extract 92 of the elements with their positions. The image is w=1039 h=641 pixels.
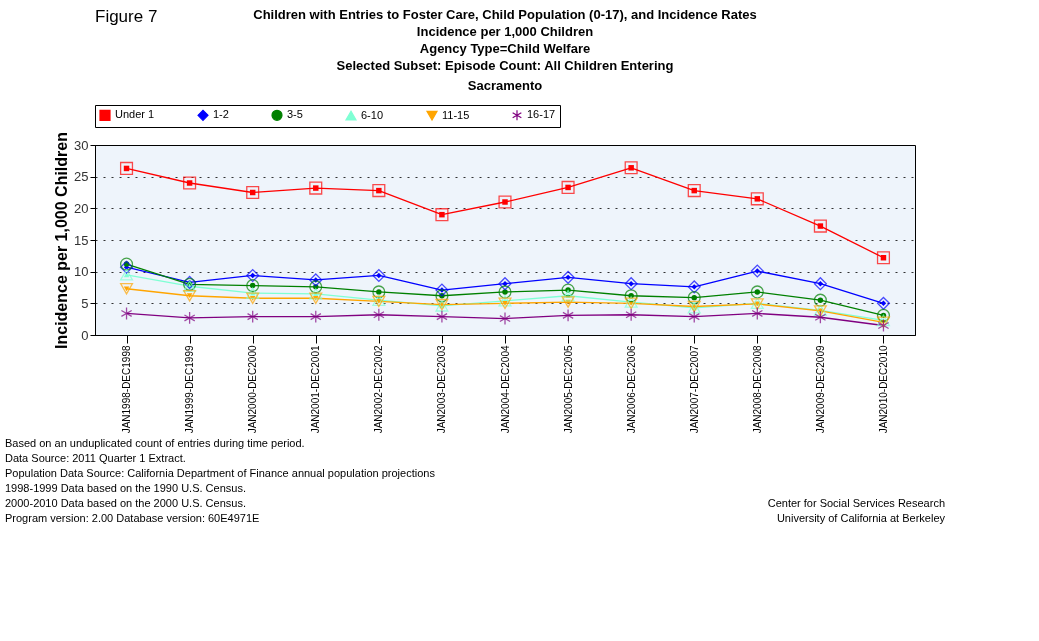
- x-tick-label: JAN2004-DEC2004: [499, 345, 511, 434]
- text: 1998-1999 Data based on the 1990 U.S. Census.: [5, 482, 246, 494]
- point: [750, 285, 764, 299]
- y-tick-label: 25: [74, 169, 89, 185]
- point: [877, 318, 890, 333]
- point: [372, 184, 386, 198]
- y-tick-label: 30: [74, 137, 89, 153]
- point: [813, 293, 827, 307]
- point: [498, 195, 512, 209]
- point: [814, 310, 827, 324]
- x-tick-label: JAN1998-DEC1998: [121, 345, 133, 434]
- point: [309, 181, 323, 195]
- caption: Figure 7: [95, 7, 158, 26]
- point: [309, 288, 323, 300]
- point: [246, 268, 260, 283]
- point: [813, 219, 827, 233]
- y-tick-label: 10: [74, 264, 89, 280]
- point: [561, 283, 575, 297]
- point: [624, 161, 638, 175]
- point: [309, 310, 322, 324]
- text: Based on an unduplicated count of entries during time period.: [5, 437, 305, 449]
- x-tick-label: JAN2003-DEC2003: [436, 345, 448, 434]
- y-axis-title: Incidence per 1,000 Children: [53, 132, 71, 349]
- point: [372, 285, 386, 299]
- legend-label: Under 1: [115, 108, 155, 121]
- point: [373, 308, 385, 322]
- point: [183, 311, 196, 325]
- point: [435, 289, 449, 303]
- point: [813, 277, 827, 291]
- point: [498, 277, 512, 291]
- point: [309, 280, 323, 294]
- point: [246, 292, 260, 305]
- point: [624, 277, 638, 291]
- text: University of California at Berkeley: [776, 512, 946, 524]
- point: [183, 176, 197, 190]
- point: [309, 292, 323, 305]
- legend-label: 11-15: [442, 108, 470, 121]
- point: [372, 268, 386, 283]
- chart-title: Children with Entries to Foster Care, Child Population (0-17), and Incidence Rates Incidence per 1,000 Children Agency Type=Child Welfare Selected Subset: Episode Count: All Children Entering: [253, 7, 757, 73]
- x-tick-label: JAN2006-DEC2006: [625, 345, 637, 434]
- x-tick-label: JAN2010-DEC2010: [877, 345, 889, 434]
- point: [687, 280, 701, 294]
- x-tick-label: JAN2007-DEC2007: [688, 345, 700, 434]
- point: [120, 306, 133, 321]
- point: [499, 311, 511, 326]
- point: [246, 279, 260, 293]
- text: Program version: 2.00 Database version: 60E4971E: [5, 512, 260, 524]
- point: [435, 208, 449, 222]
- point: [750, 192, 764, 206]
- point: [246, 287, 260, 299]
- point: [561, 180, 575, 194]
- legend-label: 6-10: [361, 108, 384, 121]
- point: [246, 185, 260, 200]
- y-tick-label: 20: [74, 200, 89, 216]
- text: Population Data Source: California Department of Finance annual population projections: [5, 467, 436, 479]
- y-tick-label: 0: [81, 327, 89, 343]
- point: [498, 285, 512, 299]
- point: [876, 251, 891, 265]
- point: [183, 289, 197, 302]
- point: [751, 306, 764, 321]
- x-tick-label: JAN2005-DEC2005: [562, 345, 574, 434]
- point: [309, 273, 323, 287]
- x-tick-label: JAN2009-DEC2009: [814, 345, 826, 434]
- point: [119, 282, 134, 295]
- point: [624, 289, 638, 303]
- point: [561, 270, 575, 284]
- y-tick-label: 15: [74, 232, 89, 248]
- x-tick-label: JAN1999-DEC1999: [184, 345, 196, 434]
- point: [436, 310, 448, 324]
- legend-label: 3-5: [287, 108, 303, 121]
- legend-label: 16-17: [527, 108, 556, 121]
- point: [119, 161, 134, 175]
- source-note: Data Source: 2011 Quarter 1 Extract.: [5, 452, 186, 464]
- point: [119, 269, 134, 281]
- point: [246, 310, 259, 324]
- point: [687, 184, 701, 198]
- point: [876, 308, 891, 322]
- chart-subtitle: Sacramento: [467, 77, 543, 93]
- point: [750, 264, 764, 278]
- text: 2000-2010 Data based on the 2000 U.S. Census.: [5, 497, 246, 509]
- x-tick-label: JAN2008-DEC2008: [751, 345, 763, 434]
- text: Center for Social Services Research: [767, 497, 945, 509]
- x-tick-label: JAN2002-DEC2002: [373, 345, 385, 434]
- y-tick-label: 5: [81, 295, 89, 311]
- point: [562, 308, 574, 322]
- point: [688, 310, 701, 324]
- point: [687, 291, 701, 305]
- x-tick-label: JAN2001-DEC2001: [310, 345, 322, 434]
- point: [876, 296, 891, 310]
- legend-label: 1-2: [213, 108, 229, 121]
- x-tick-label: JAN2000-DEC2000: [247, 345, 259, 434]
- point: [625, 308, 637, 322]
